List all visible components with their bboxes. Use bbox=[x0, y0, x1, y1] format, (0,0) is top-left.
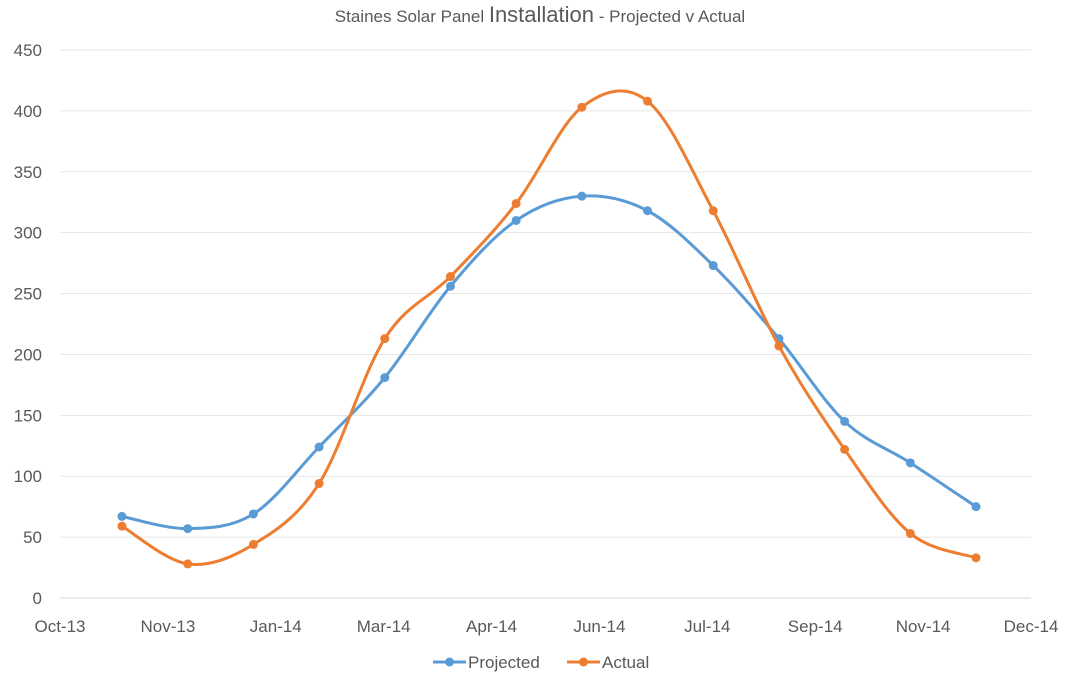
data-point-actual bbox=[774, 341, 784, 351]
x-tick-label: Jun-14 bbox=[573, 617, 625, 636]
title-part-2: Installation bbox=[488, 2, 595, 27]
data-point-actual bbox=[183, 559, 193, 569]
data-point-actual bbox=[971, 553, 981, 563]
y-tick-label: 50 bbox=[23, 528, 42, 547]
x-tick-label: Apr-14 bbox=[466, 617, 517, 636]
title-part-3: - Projected v Actual bbox=[594, 7, 746, 26]
data-point-projected bbox=[117, 511, 127, 521]
data-point-projected bbox=[380, 373, 390, 383]
data-point-projected bbox=[840, 416, 850, 426]
x-tick-label: Mar-14 bbox=[357, 617, 411, 636]
data-point-actual bbox=[380, 334, 390, 344]
data-point-actual bbox=[643, 96, 653, 106]
data-point-actual bbox=[314, 479, 324, 489]
x-tick-label: Nov-13 bbox=[140, 617, 195, 636]
data-point-actual bbox=[577, 102, 587, 112]
data-point-projected bbox=[905, 458, 915, 468]
legend-marker-projected bbox=[445, 657, 454, 667]
data-point-projected bbox=[708, 261, 718, 271]
legend-marker-actual bbox=[579, 657, 588, 667]
data-point-projected bbox=[445, 281, 455, 291]
data-point-projected bbox=[248, 509, 258, 519]
data-point-actual bbox=[905, 528, 915, 538]
data-point-actual bbox=[445, 272, 455, 282]
x-tick-label: Oct-13 bbox=[34, 617, 85, 636]
y-tick-label: 300 bbox=[14, 224, 42, 243]
y-tick-label: 150 bbox=[14, 406, 42, 425]
data-point-actual bbox=[248, 539, 258, 549]
y-tick-label: 100 bbox=[14, 467, 42, 486]
y-tick-label: 250 bbox=[14, 285, 42, 304]
x-tick-label: Jul-14 bbox=[684, 617, 730, 636]
chart-title: Staines Solar Panel Installation - Proje… bbox=[0, 2, 1080, 28]
title-part-1: Staines Solar Panel bbox=[334, 7, 489, 26]
x-tick-label: Sep-14 bbox=[788, 617, 843, 636]
data-point-actual bbox=[840, 444, 850, 454]
y-tick-label: 450 bbox=[14, 41, 42, 60]
data-point-actual bbox=[708, 206, 718, 216]
series-line-actual bbox=[120, 89, 978, 566]
x-tick-label: Nov-14 bbox=[896, 617, 951, 636]
y-tick-label: 200 bbox=[14, 345, 42, 364]
data-point-actual bbox=[117, 521, 127, 531]
y-tick-label: 350 bbox=[14, 163, 42, 182]
x-tick-label: Jan-14 bbox=[250, 617, 302, 636]
y-tick-label: 400 bbox=[14, 102, 42, 121]
legend-label-actual: Actual bbox=[602, 653, 649, 672]
y-tick-label: 0 bbox=[33, 589, 42, 608]
legend-label-projected: Projected bbox=[468, 653, 540, 672]
data-point-projected bbox=[183, 524, 193, 534]
data-point-actual bbox=[511, 198, 521, 208]
data-point-projected bbox=[314, 442, 324, 452]
x-tick-label: Dec-14 bbox=[1004, 617, 1059, 636]
data-point-projected bbox=[971, 502, 981, 512]
data-point-projected bbox=[577, 191, 587, 201]
series-line-projected bbox=[120, 194, 978, 531]
data-point-projected bbox=[643, 206, 653, 216]
data-point-projected bbox=[511, 215, 521, 225]
